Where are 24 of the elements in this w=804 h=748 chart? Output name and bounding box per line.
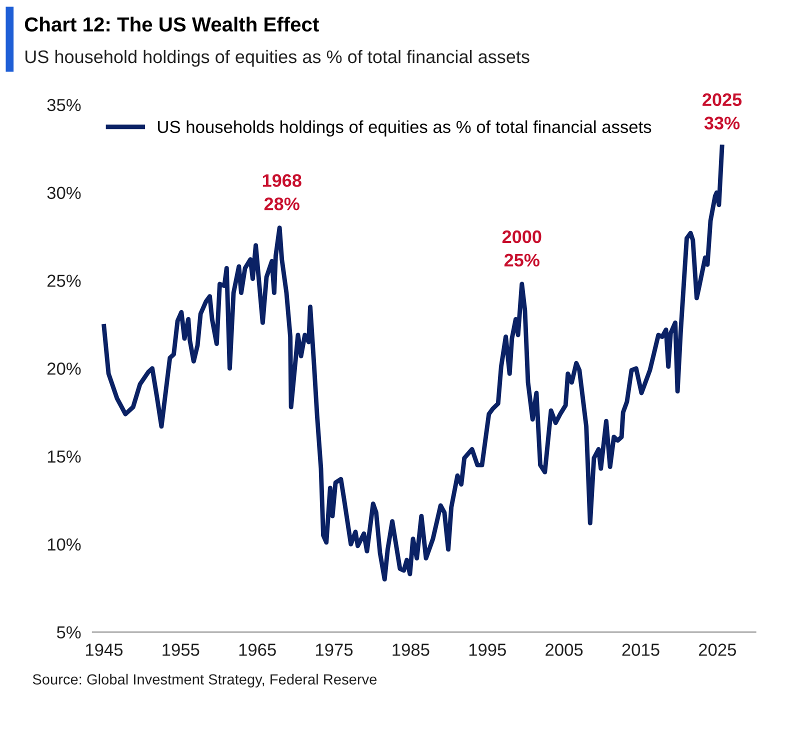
x-tick-label: 1965: [239, 644, 276, 656]
x-tick-label: 1985: [392, 644, 430, 656]
y-tick-label: 30%: [47, 186, 81, 200]
x-tick-label: 2025: [698, 644, 736, 656]
y-tick-label: 35%: [47, 98, 81, 112]
source-note: Source: Global Investment Strategy, Federal Reserve: [32, 674, 377, 688]
y-tick-label: 5%: [56, 626, 81, 639]
x-tick-label: 1975: [316, 644, 353, 656]
y-tick-label: 20%: [47, 362, 81, 375]
y-tick-label: 25%: [47, 274, 81, 287]
annotation: 2025 33%: [702, 93, 742, 130]
x-tick-label: 1945: [86, 644, 123, 656]
y-tick-label: 10%: [48, 538, 81, 551]
x-tick-label: 1995: [469, 644, 506, 656]
x-tick-label: 2005: [546, 644, 583, 656]
line-series: [102, 144, 724, 582]
chart-subtitle: US household holdings of equities as % of total financial assets: [26, 50, 530, 67]
y-tick-label: 15%: [48, 450, 81, 463]
x-tick-label: 1955: [162, 644, 200, 656]
legend-label: US households holdings of equities as % of total financial assets: [158, 120, 652, 137]
chart-title: Chart 12: The US Wealth Effect: [24, 16, 319, 32]
annotation: 2000 25%: [502, 230, 542, 267]
annotation: 1968 28%: [262, 174, 302, 210]
x-tick-label: 2015: [622, 644, 660, 656]
